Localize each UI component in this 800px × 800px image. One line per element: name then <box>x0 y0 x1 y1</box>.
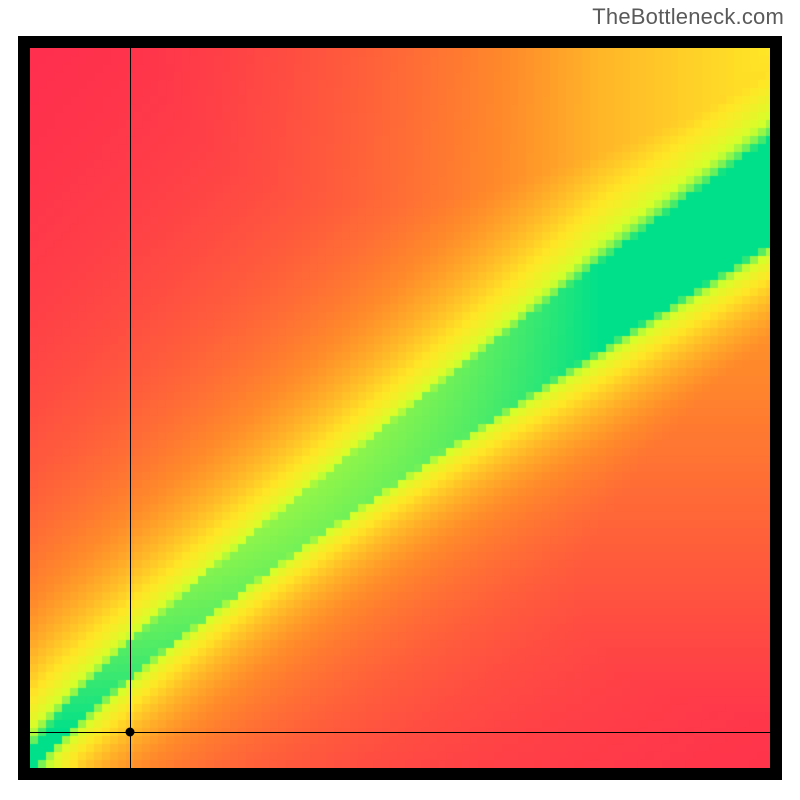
chart-frame <box>18 36 782 780</box>
heatmap-canvas <box>30 48 770 768</box>
watermark-text: TheBottleneck.com <box>592 4 784 30</box>
crosshair-vertical <box>130 48 131 768</box>
crosshair-horizontal <box>30 732 770 733</box>
marker-dot <box>125 728 134 737</box>
